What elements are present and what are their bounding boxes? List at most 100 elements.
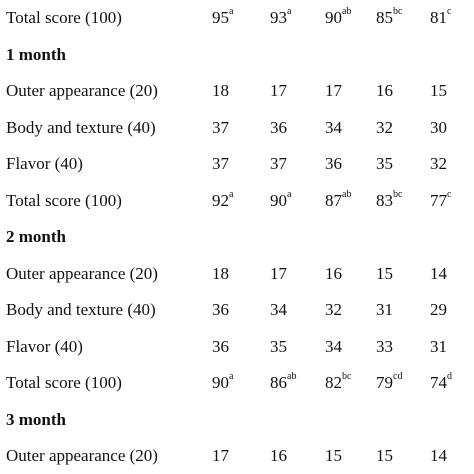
row-label: Outer appearance (20): [6, 446, 158, 465]
table-cell: 35: [376, 154, 393, 174]
cell-value: 86: [270, 373, 287, 392]
cell-value: 32: [325, 300, 342, 319]
cell-value: 14: [430, 446, 447, 465]
cell-value: 16: [325, 263, 342, 283]
section-label: 1 month: [6, 44, 66, 64]
significance-superscript: a: [229, 6, 234, 18]
table-cell: 35: [270, 337, 287, 357]
table-cell: 31: [376, 300, 393, 320]
row-label: Total score (100): [6, 190, 122, 210]
cell-value: 34: [325, 117, 342, 137]
table-cell: 86ab: [270, 371, 297, 393]
cell-value: 36: [212, 300, 229, 319]
table-row: Total score (100) 95a 93a 90ab 85bc 81c: [0, 0, 474, 36]
table-row: Total score (100) 92a 90a 87ab 83bc 77c: [0, 183, 474, 219]
row-label: Body and texture (40): [6, 300, 156, 319]
cell-value: 16: [270, 446, 287, 465]
row-label: Total score (100): [6, 8, 122, 27]
cell-value: 15: [376, 263, 393, 283]
table-cell: 15: [430, 81, 447, 101]
cell-value: 17: [270, 81, 287, 100]
cell-value: 31: [430, 336, 447, 356]
row-label: Flavor (40): [6, 336, 83, 356]
significance-superscript: c: [447, 188, 452, 200]
cell-value: 29: [430, 300, 447, 319]
cell-value: 74: [430, 373, 447, 392]
table-cell: 87ab: [325, 188, 352, 211]
significance-superscript: bc: [342, 371, 352, 383]
cell-value: 16: [376, 81, 393, 100]
cell-value: 83: [376, 190, 393, 210]
cell-value: 31: [376, 300, 393, 319]
cell-value: 82: [325, 373, 342, 392]
cell-value: 15: [376, 446, 393, 465]
table-cell: 16: [325, 264, 342, 284]
significance-superscript: ab: [287, 371, 297, 383]
table-cell: 95a: [212, 6, 234, 28]
cell-value: 14: [430, 263, 447, 283]
cell-value: 35: [270, 336, 287, 356]
significance-superscript: a: [287, 188, 292, 200]
table-cell: 90a: [212, 372, 233, 393]
table-cell: 79cd: [376, 371, 403, 393]
table-row: Body and texture (40) 37 36 34 32 30: [0, 110, 474, 146]
cell-value: 15: [325, 446, 342, 465]
table-cell: 31: [430, 337, 447, 357]
table-cell: 36: [325, 154, 342, 174]
significance-superscript: d: [447, 371, 452, 383]
cell-value: 15: [430, 81, 447, 100]
table-cell: 36: [270, 118, 287, 138]
table-cell: 14: [430, 264, 447, 284]
cell-value: 33: [376, 336, 393, 356]
table-row: Outer appearance (20) 18 17 17 16 15: [0, 73, 474, 109]
cell-value: 34: [325, 336, 342, 356]
table-cell: 18: [212, 81, 229, 101]
table-cell: 37: [212, 154, 229, 174]
row-label: Outer appearance (20): [6, 263, 158, 283]
table-cell: 16: [376, 81, 393, 101]
cell-value: 17: [270, 263, 287, 283]
table-cell: 36: [212, 337, 229, 357]
cell-value: 17: [212, 446, 229, 465]
row-label: Total score (100): [6, 373, 122, 392]
cell-value: 90: [270, 190, 287, 210]
cell-value: 79: [376, 373, 393, 392]
cell-value: 93: [270, 8, 287, 27]
cell-value: 36: [325, 154, 342, 173]
table-cell: 93a: [270, 6, 292, 28]
cell-value: 30: [430, 117, 447, 137]
section-label: 2 month: [6, 227, 66, 246]
table-cell: 17: [325, 81, 342, 101]
significance-superscript: a: [287, 6, 292, 18]
table-cell: 77c: [430, 188, 452, 211]
table-cell: 83bc: [376, 189, 402, 211]
significance-superscript: cd: [393, 371, 403, 383]
table-cell: 15: [325, 446, 342, 466]
significance-superscript: a: [229, 188, 234, 200]
table-cell: 32: [325, 300, 342, 320]
cell-value: 77: [430, 190, 447, 210]
table-cell: 37: [270, 154, 287, 174]
cell-value: 17: [325, 81, 342, 100]
cell-value: 85: [376, 8, 393, 27]
table-cell: 17: [270, 264, 287, 284]
table-cell: 74d: [430, 371, 452, 393]
table-cell: 15: [376, 446, 393, 466]
cell-value: 90: [325, 8, 342, 27]
significance-superscript: ab: [342, 6, 352, 18]
cell-value: 37: [270, 154, 287, 173]
table-cell: 34: [325, 118, 342, 138]
cell-value: 92: [212, 190, 229, 210]
cell-value: 37: [212, 117, 229, 137]
table-cell: 34: [325, 337, 342, 357]
table-cell: 29: [430, 300, 447, 320]
cell-value: 36: [270, 117, 287, 137]
significance-superscript: ab: [342, 188, 352, 200]
table-cell: 81c: [430, 7, 451, 28]
table-cell: 82bc: [325, 371, 352, 393]
table-row: Flavor (40) 36 35 34 33 31: [0, 329, 474, 365]
significance-superscript: bc: [393, 6, 403, 18]
cell-value: 81: [430, 8, 447, 27]
table-row: Body and texture (40) 36 34 32 31 29: [0, 292, 474, 328]
